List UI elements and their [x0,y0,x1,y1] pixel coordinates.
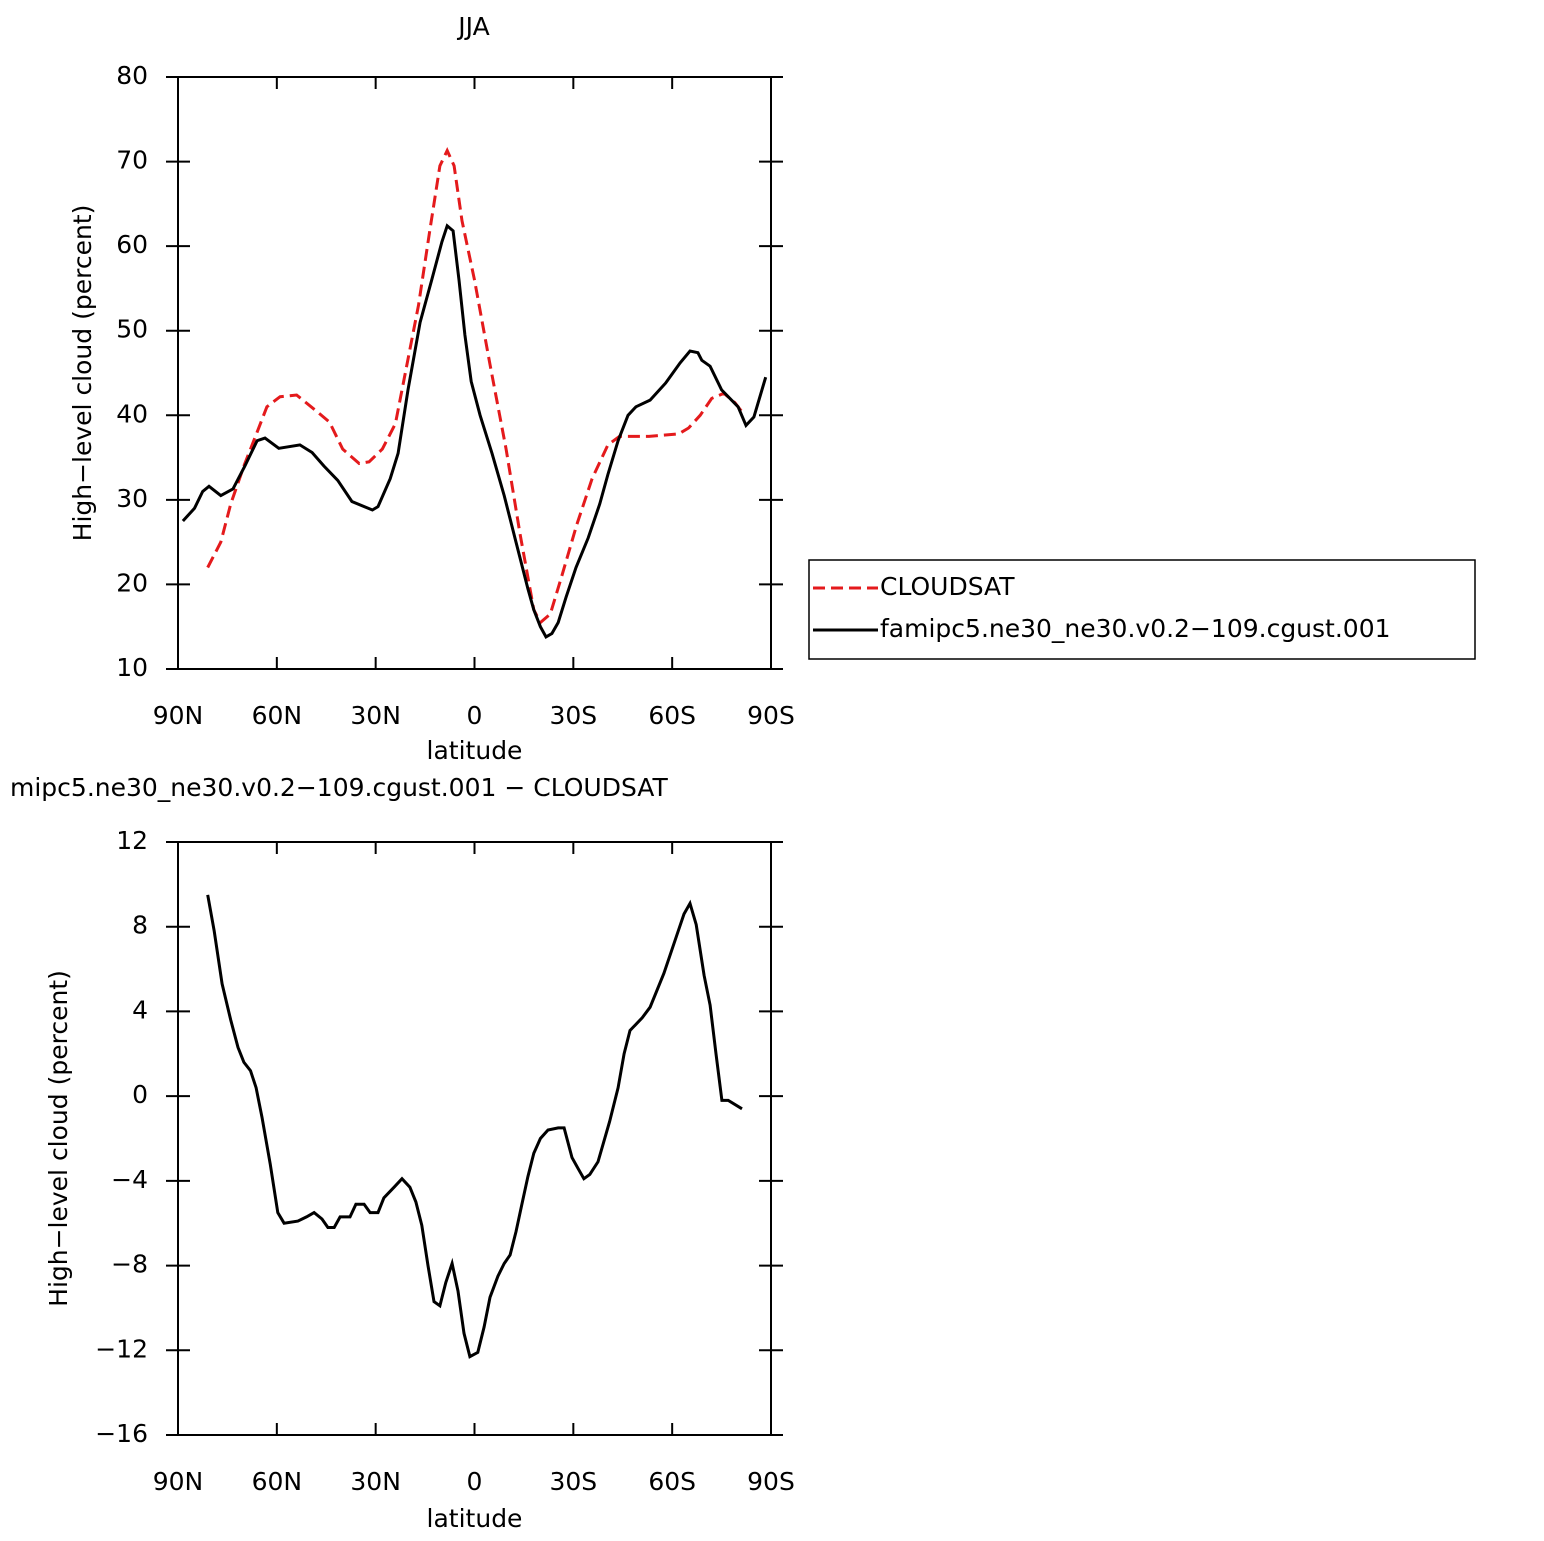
x-tick-label: 60S [648,1467,696,1496]
y-tick-label: 70 [116,146,148,175]
y-tick-label: −4 [111,1165,148,1194]
chart-title: mipc5.ne30_ne30.v0.2−109.cgust.001 − CLO… [10,773,668,802]
y-tick-label: 8 [132,911,148,940]
x-tick-label: 60S [648,701,696,730]
x-tick-label: 90S [747,701,795,730]
x-tick-label: 30S [549,701,597,730]
y-tick-label: 30 [116,484,148,513]
x-tick-label: 0 [467,701,483,730]
data-line [181,223,768,639]
y-axis-label: High−level cloud (percent) [44,970,73,1307]
y-tick-label: 0 [132,1080,148,1109]
y-tick-label: 12 [116,826,148,855]
x-tick-label: 60N [252,701,303,730]
legend-box [808,559,1476,660]
y-axis-label: High−level cloud (percent) [68,205,97,542]
x-axis-label: latitude [427,1504,523,1533]
data-line [206,894,743,1359]
y-tick-label: 20 [116,568,148,597]
chart-title: JJA [456,12,489,41]
x-tick-label: 30N [350,1467,401,1496]
x-tick-label: 60N [252,1467,303,1496]
y-tick-label: 10 [116,653,148,682]
legend-label: CLOUDSAT [880,572,1015,601]
data-line [206,147,746,625]
y-tick-label: −8 [111,1250,148,1279]
y-tick-label: −12 [95,1334,148,1363]
y-tick-label: −16 [95,1419,148,1448]
y-tick-label: 4 [132,995,148,1024]
y-tick-label: 80 [116,61,148,90]
x-tick-label: 30S [549,1467,597,1496]
x-tick-label: 0 [467,1467,483,1496]
x-tick-label: 30N [350,701,401,730]
plot-frame [177,841,772,1436]
plot-frame [177,76,772,670]
x-tick-label: 90N [153,1467,204,1496]
x-axis-label: latitude [427,736,523,765]
x-tick-label: 90N [153,701,204,730]
y-tick-label: 40 [116,399,148,428]
y-tick-label: 50 [116,315,148,344]
y-tick-label: 60 [116,230,148,259]
x-tick-label: 90S [747,1467,795,1496]
legend-label: famipc5.ne30_ne30.v0.2−109.cgust.001 [880,614,1391,643]
